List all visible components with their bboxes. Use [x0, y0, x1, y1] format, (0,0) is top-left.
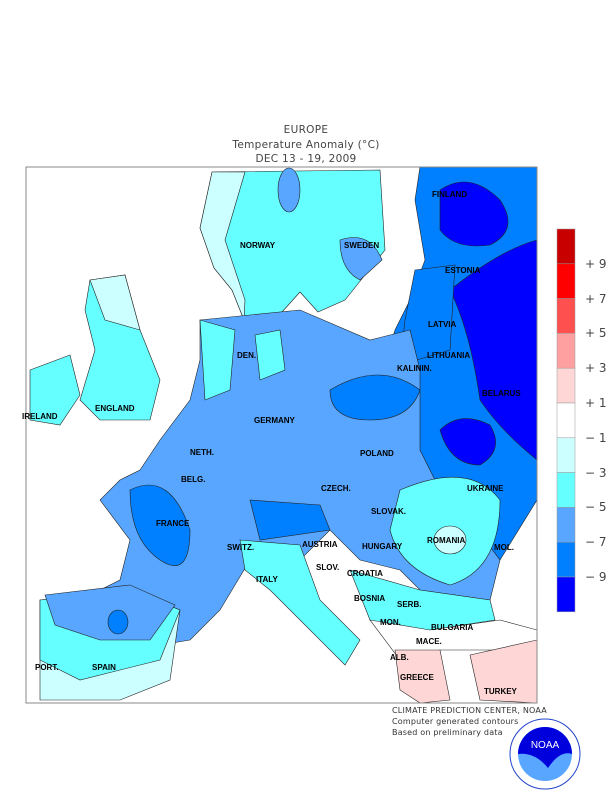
country-label-turkey: TURKEY	[484, 687, 518, 696]
region-sweden-minus5	[339, 237, 383, 281]
country-label-italy: ITALY	[256, 575, 278, 584]
country-label-alb: ALB.	[390, 653, 409, 662]
country-label-czech: CZECH.	[321, 484, 351, 493]
country-label-lithuania: LITHUANIA	[427, 351, 470, 360]
footer-preliminary: Based on preliminary data	[392, 728, 503, 737]
country-label-greece: GREECE	[400, 673, 434, 682]
country-label-france: FRANCE	[156, 519, 190, 528]
legend-swatch	[556, 472, 576, 508]
legend-swatch	[556, 576, 576, 613]
legend-label: + 1	[585, 396, 607, 410]
legend-label: + 7	[585, 291, 607, 306]
legend-label: + 3	[585, 361, 607, 376]
legend-swatch	[556, 263, 576, 299]
country-label-austria: AUSTRIA	[302, 540, 338, 549]
country-label-norway: NORWAY	[240, 241, 276, 250]
region-britain-north	[89, 274, 141, 331]
country-label-mol: MOL.	[494, 543, 514, 552]
legend-label: − 7	[585, 535, 607, 550]
legend-label: − 5	[585, 500, 607, 515]
legend-swatch	[556, 402, 576, 439]
noaa-logo: NOAA	[509, 718, 581, 790]
legend-label: − 9	[585, 570, 607, 584]
legend-swatch	[556, 333, 576, 369]
country-label-mace: MACE.	[416, 637, 442, 646]
region-finland-minus9	[439, 181, 509, 247]
region-baltics	[399, 264, 456, 366]
country-label-poland: POLAND	[360, 449, 394, 458]
region-alps-minus7	[249, 499, 331, 541]
region-france-minus7	[129, 484, 191, 566]
country-label-finland: FINLAND	[432, 190, 467, 199]
country-label-ukraine: UKRAINE	[467, 484, 504, 493]
region-denmark	[254, 329, 286, 381]
legend-swatch	[556, 507, 576, 543]
legend-swatch	[556, 437, 576, 473]
country-label-slov: SLOV.	[316, 563, 339, 572]
country-label-croatia: CROATIA	[347, 569, 383, 578]
legend-swatch	[556, 228, 576, 265]
region-italy	[239, 539, 361, 666]
region-spain-minus7	[107, 609, 129, 635]
country-label-estonia: ESTONIA	[445, 266, 481, 275]
country-label-spain: SPAIN	[92, 663, 116, 672]
region-romania-minus1	[433, 525, 467, 555]
region-ireland	[29, 354, 81, 426]
color-legend	[556, 228, 576, 613]
country-label-kalinin: KALININ.	[397, 364, 432, 373]
map-region-title: EUROPE	[283, 124, 329, 136]
country-label-den: DEN.	[237, 351, 256, 360]
country-label-port: PORT.	[35, 663, 59, 672]
country-label-slovak: SLOVAK.	[371, 507, 406, 516]
country-label-germany: GERMANY	[254, 416, 296, 425]
legend-swatch	[556, 367, 576, 404]
region-ukraine-minus9	[439, 418, 496, 466]
legend-label: − 1	[585, 430, 607, 445]
country-label-belarus: BELARUS	[482, 389, 521, 398]
map-title: Temperature Anomaly (°C)	[232, 139, 380, 151]
footer-agency: CLIMATE PREDICTION CENTER, NOAA	[392, 706, 547, 715]
region-greece-plus1	[394, 649, 451, 703]
country-label-sweden: SWEDEN	[344, 241, 379, 250]
country-label-england: ENGLAND	[95, 404, 135, 413]
legend-label: − 3	[585, 465, 607, 480]
country-label-bulgaria: BULGARIA	[431, 623, 473, 632]
map-frame	[25, 166, 538, 704]
region-russia-minus9	[449, 239, 537, 461]
country-label-mon: MON.	[380, 618, 401, 627]
legend-label: + 5	[585, 326, 607, 341]
legend-label: + 9	[585, 256, 607, 271]
legend-swatch	[556, 541, 576, 578]
country-label-serb: SERB.	[397, 600, 421, 609]
region-iberia-minus5	[44, 584, 176, 641]
legend-swatch	[556, 298, 576, 334]
svg-text:NOAA: NOAA	[531, 740, 560, 751]
country-label-neth: NETH.	[190, 448, 214, 457]
country-label-ireland: IRELAND	[22, 412, 58, 421]
country-label-belg: BELG.	[181, 475, 205, 484]
region-norway-minus5	[277, 167, 301, 213]
country-label-bosnia: BOSNIA	[354, 594, 385, 603]
country-label-romania: ROMANIA	[427, 536, 465, 545]
region-poland-minus7	[329, 374, 421, 421]
region-netherlands-minus3	[199, 319, 236, 401]
country-label-switz: SWITZ.	[227, 543, 254, 552]
footer-contours: Computer generated contours	[392, 717, 519, 726]
country-label-hungary: HUNGARY	[362, 542, 403, 551]
country-label-latvia: LATVIA	[428, 320, 457, 329]
region-turkey-plus1	[469, 639, 537, 703]
map-period: DEC 13 - 19, 2009	[255, 153, 357, 165]
